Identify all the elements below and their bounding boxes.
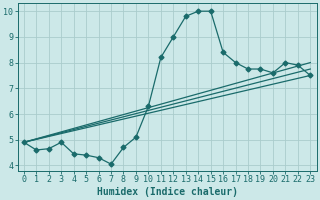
X-axis label: Humidex (Indice chaleur): Humidex (Indice chaleur)	[97, 186, 237, 197]
